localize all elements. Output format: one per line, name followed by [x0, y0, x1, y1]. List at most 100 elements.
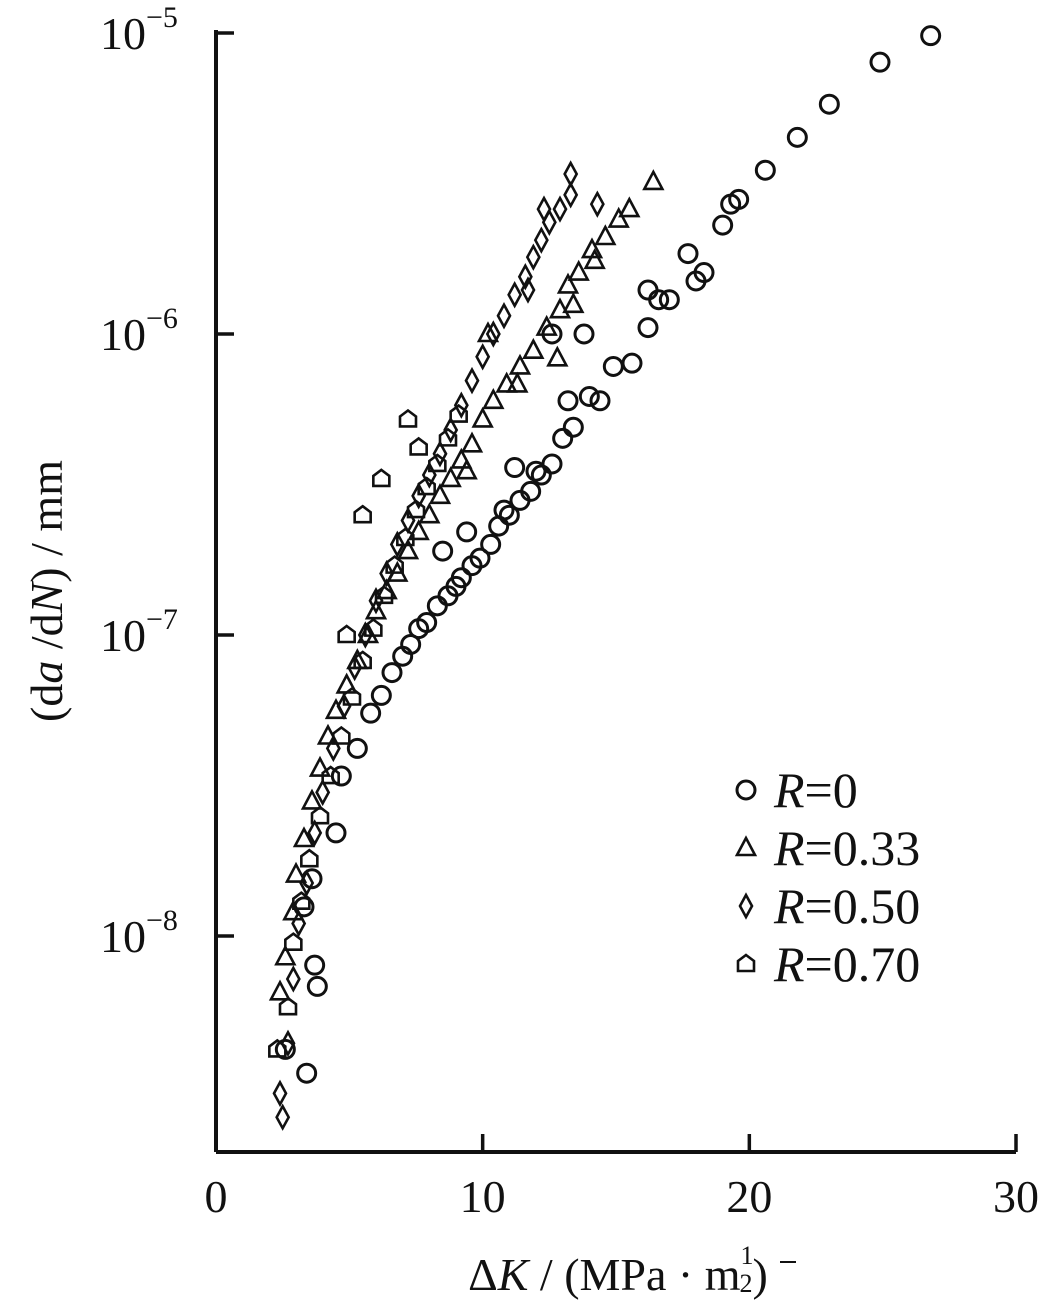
y-axis-title-var-n: N [21, 580, 72, 614]
legend-marker-diamond [738, 892, 754, 920]
data-point-circle [552, 427, 574, 449]
data-point-circle [274, 1038, 296, 1060]
data-point-circle [658, 289, 680, 311]
legend-marker-circle [735, 779, 757, 801]
data-point-triangle [476, 321, 500, 343]
x-tick-label: 10 [460, 1171, 506, 1222]
y-tick-label-base: 10 [100, 911, 146, 962]
y-tick-label-exponent: −7 [146, 603, 178, 636]
y-tick-label-base: 10 [100, 610, 146, 661]
data-point-pentagon [353, 504, 372, 524]
data-point-circle [426, 595, 448, 617]
data-point-diamond [552, 195, 568, 223]
data-point-diamond [275, 1103, 291, 1131]
data-point-diamond [272, 1079, 288, 1108]
legend-label: R=0 [773, 762, 858, 818]
data-point-diamond [432, 440, 448, 468]
data-point-circle [330, 765, 352, 787]
data-point-circle [621, 352, 643, 374]
data-point-circle [469, 547, 491, 569]
data-point-circle [306, 975, 328, 997]
data-point-pentagon [449, 403, 468, 423]
x-axis-title: ΔK / (MPa · m1 2) [468, 1241, 768, 1300]
legend: R=0R=0.33R=0.50R=0.70 [734, 762, 921, 992]
x-tick-label: 20 [726, 1171, 772, 1222]
data-point-diamond [368, 586, 384, 615]
data-point-circle [520, 480, 542, 502]
data-point-triangle [268, 979, 292, 1001]
legend-label-value: =0.50 [805, 878, 921, 934]
data-point-pentagon [310, 805, 330, 825]
legend-label: R=0.70 [773, 936, 920, 992]
y-tick-label: 10−7 [100, 603, 178, 661]
legend-marker-triangle [734, 835, 758, 857]
data-point-circle [370, 684, 392, 706]
data-point-circle [920, 25, 942, 47]
series-pentagon [268, 403, 468, 1058]
data-point-triangle [642, 169, 665, 191]
data-point-triangle [460, 431, 484, 453]
legend-marker-pentagon [736, 953, 756, 973]
data-point-triangle [364, 598, 388, 620]
data-point-triangle [535, 314, 558, 336]
data-point-circle [728, 188, 750, 210]
data-point-diamond [563, 181, 579, 209]
data-point-triangle [522, 337, 545, 360]
data-point-pentagon [353, 650, 372, 670]
data-point-circle [786, 126, 808, 148]
data-point-diamond [280, 1029, 296, 1058]
data-point-circle [346, 737, 368, 759]
data-point-diamond [525, 243, 541, 271]
x-axis-title-delta: Δ [468, 1249, 498, 1300]
data-point-pentagon [364, 617, 383, 637]
data-point-diamond [536, 195, 552, 223]
data-point-circle [360, 702, 382, 724]
legend-label-var: R [773, 878, 805, 934]
data-point-diamond [464, 366, 480, 395]
series-triangle [268, 169, 665, 1001]
data-point-triangle [471, 406, 494, 428]
data-point-circle [578, 385, 600, 407]
data-point-circle [693, 262, 715, 284]
data-point-triangle [567, 259, 590, 281]
data-point-diamond [517, 262, 533, 291]
data-point-triangle [562, 292, 585, 314]
data-point-circle [754, 159, 776, 181]
data-point-diamond [291, 909, 307, 938]
data-point-circle [562, 416, 584, 438]
data-point-pentagon [406, 499, 426, 519]
data-point-triangle [482, 387, 505, 410]
data-point-pentagon [374, 585, 394, 605]
data-point-triangle [284, 861, 308, 883]
axes [214, 30, 1016, 1154]
x-axis-title-close: ) [753, 1249, 768, 1300]
data-point-triangle [607, 206, 630, 228]
data-point-circle [450, 567, 472, 589]
data-point-triangle [455, 458, 478, 480]
legend-label-value: =0.70 [805, 936, 921, 992]
series-circle [274, 25, 942, 1084]
legend-label-value: =0.33 [805, 820, 921, 876]
data-point-triangle [274, 944, 297, 966]
data-point-circle [498, 504, 520, 526]
y-tick-label-exponent: −8 [146, 904, 178, 937]
data-point-triangle [594, 224, 617, 246]
y-tick-label: 10−8 [100, 904, 178, 962]
data-point-pentagon [372, 468, 391, 488]
data-point-circle [525, 460, 547, 482]
y-tick-label-exponent: −6 [146, 302, 178, 335]
x-axis-title-var-k: K [497, 1249, 531, 1300]
data-point-circle [637, 317, 659, 339]
data-point-triangle [300, 788, 324, 810]
x-axis-title-rest: / (MPa · m [528, 1249, 740, 1300]
data-point-triangle [292, 826, 316, 848]
data-point-circle [400, 633, 422, 655]
data-point-triangle [396, 538, 420, 560]
data-point-diamond [475, 343, 491, 371]
data-point-triangle [450, 447, 473, 469]
data-point-pentagon [321, 765, 340, 785]
data-point-triangle [583, 248, 606, 270]
data-point-circle [416, 612, 438, 634]
data-point-triangle [495, 371, 518, 393]
